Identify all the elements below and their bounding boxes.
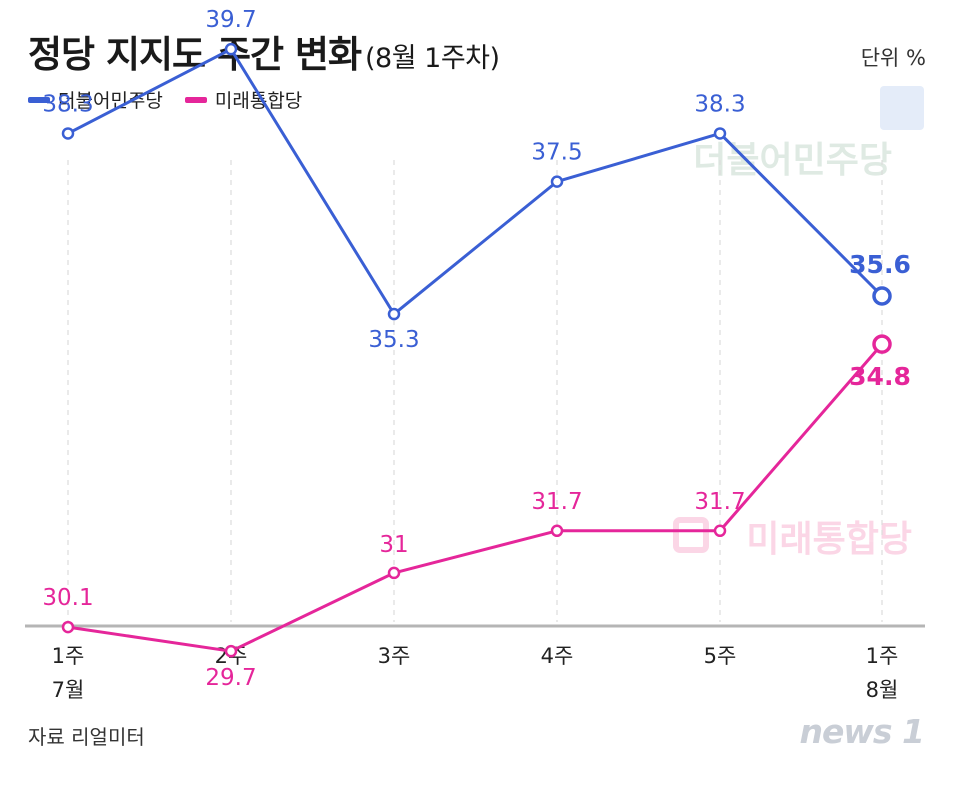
- data-label-united-future-5: 31.7: [694, 489, 745, 515]
- data-label-united-future-4: 31.7: [531, 489, 582, 515]
- watermark-united-future-logo: [673, 517, 709, 553]
- data-label-democratic-6: 35.6: [849, 250, 911, 279]
- brand-logo: news 1: [799, 712, 925, 751]
- data-label-democratic-2: 39.7: [205, 7, 256, 33]
- source-note: 자료 리얼미터: [28, 725, 145, 749]
- point-democratic-4: [550, 175, 564, 188]
- x-axis-ticks: 1주7월2주3주4주5주1주8월: [52, 644, 899, 702]
- legend-swatch-democratic: [28, 96, 50, 103]
- series-line-united-future: [67, 343, 884, 653]
- data-label-democratic-3: 35.3: [368, 327, 419, 353]
- data-label-democratic-5: 38.3: [694, 91, 745, 117]
- series-line-democratic: [67, 47, 884, 316]
- point-united-future-3: [387, 566, 401, 580]
- data-label-democratic-4: 37.5: [531, 140, 582, 166]
- data-label-united-future-6: 34.8: [849, 362, 911, 391]
- watermark-democratic-text: 더불어민주당: [693, 140, 892, 181]
- data-label-united-future-2: 29.7: [205, 665, 256, 691]
- point-united-future-5: [713, 524, 727, 538]
- point-united-future-2: [224, 644, 238, 658]
- legend-swatch-united-future: [184, 96, 207, 103]
- legend-item-democratic: 더불어민주당: [28, 86, 163, 113]
- x-tick-label-1-month: 7월: [52, 678, 85, 702]
- point-democratic-5: [713, 127, 727, 140]
- x-tick-label-6: 1주: [866, 644, 899, 668]
- x-tick-label-3: 3주: [378, 644, 411, 668]
- point-united-future-1: [61, 620, 75, 634]
- x-tick-label-1: 1주: [52, 644, 85, 668]
- watermark-democratic: 더불어민주당: [693, 86, 924, 181]
- grid: [67, 160, 883, 622]
- data-label-united-future-3: 31: [379, 532, 408, 558]
- data-label-democratic-1: 38.3: [42, 91, 93, 117]
- x-tick-label-4: 4주: [541, 644, 574, 668]
- watermark-democratic-logo: [880, 86, 924, 130]
- legend-label-democratic: 더불어민주당: [58, 90, 163, 112]
- chart-subtitle: (8월 1주차): [365, 43, 500, 74]
- watermark-united-future: 미래통합당: [673, 517, 912, 560]
- point-democratic-6: [872, 286, 892, 306]
- legend-label-united-future: 미래통합당: [214, 90, 303, 112]
- x-tick-label-5: 5주: [704, 644, 737, 668]
- point-united-future-6: [872, 334, 892, 354]
- point-democratic-1: [61, 127, 75, 140]
- point-united-future-4: [550, 524, 564, 538]
- series-layer: 38.3 39.7 35.3 37.5 38.3 35.6 30.1 29.7 31 31.7 31…: [42, 7, 910, 691]
- x-tick-label-6-month: 8월: [866, 678, 899, 702]
- point-democratic-3: [387, 307, 401, 321]
- legend-item-united-future: 미래통합당: [184, 86, 303, 113]
- data-label-united-future-1: 30.1: [42, 585, 93, 611]
- point-democratic-2: [224, 42, 238, 56]
- watermark-united-future-text: 미래통합당: [746, 519, 912, 560]
- legend: 더불어민주당 미래통합당: [28, 86, 324, 113]
- unit-label: 단위 %: [860, 46, 926, 70]
